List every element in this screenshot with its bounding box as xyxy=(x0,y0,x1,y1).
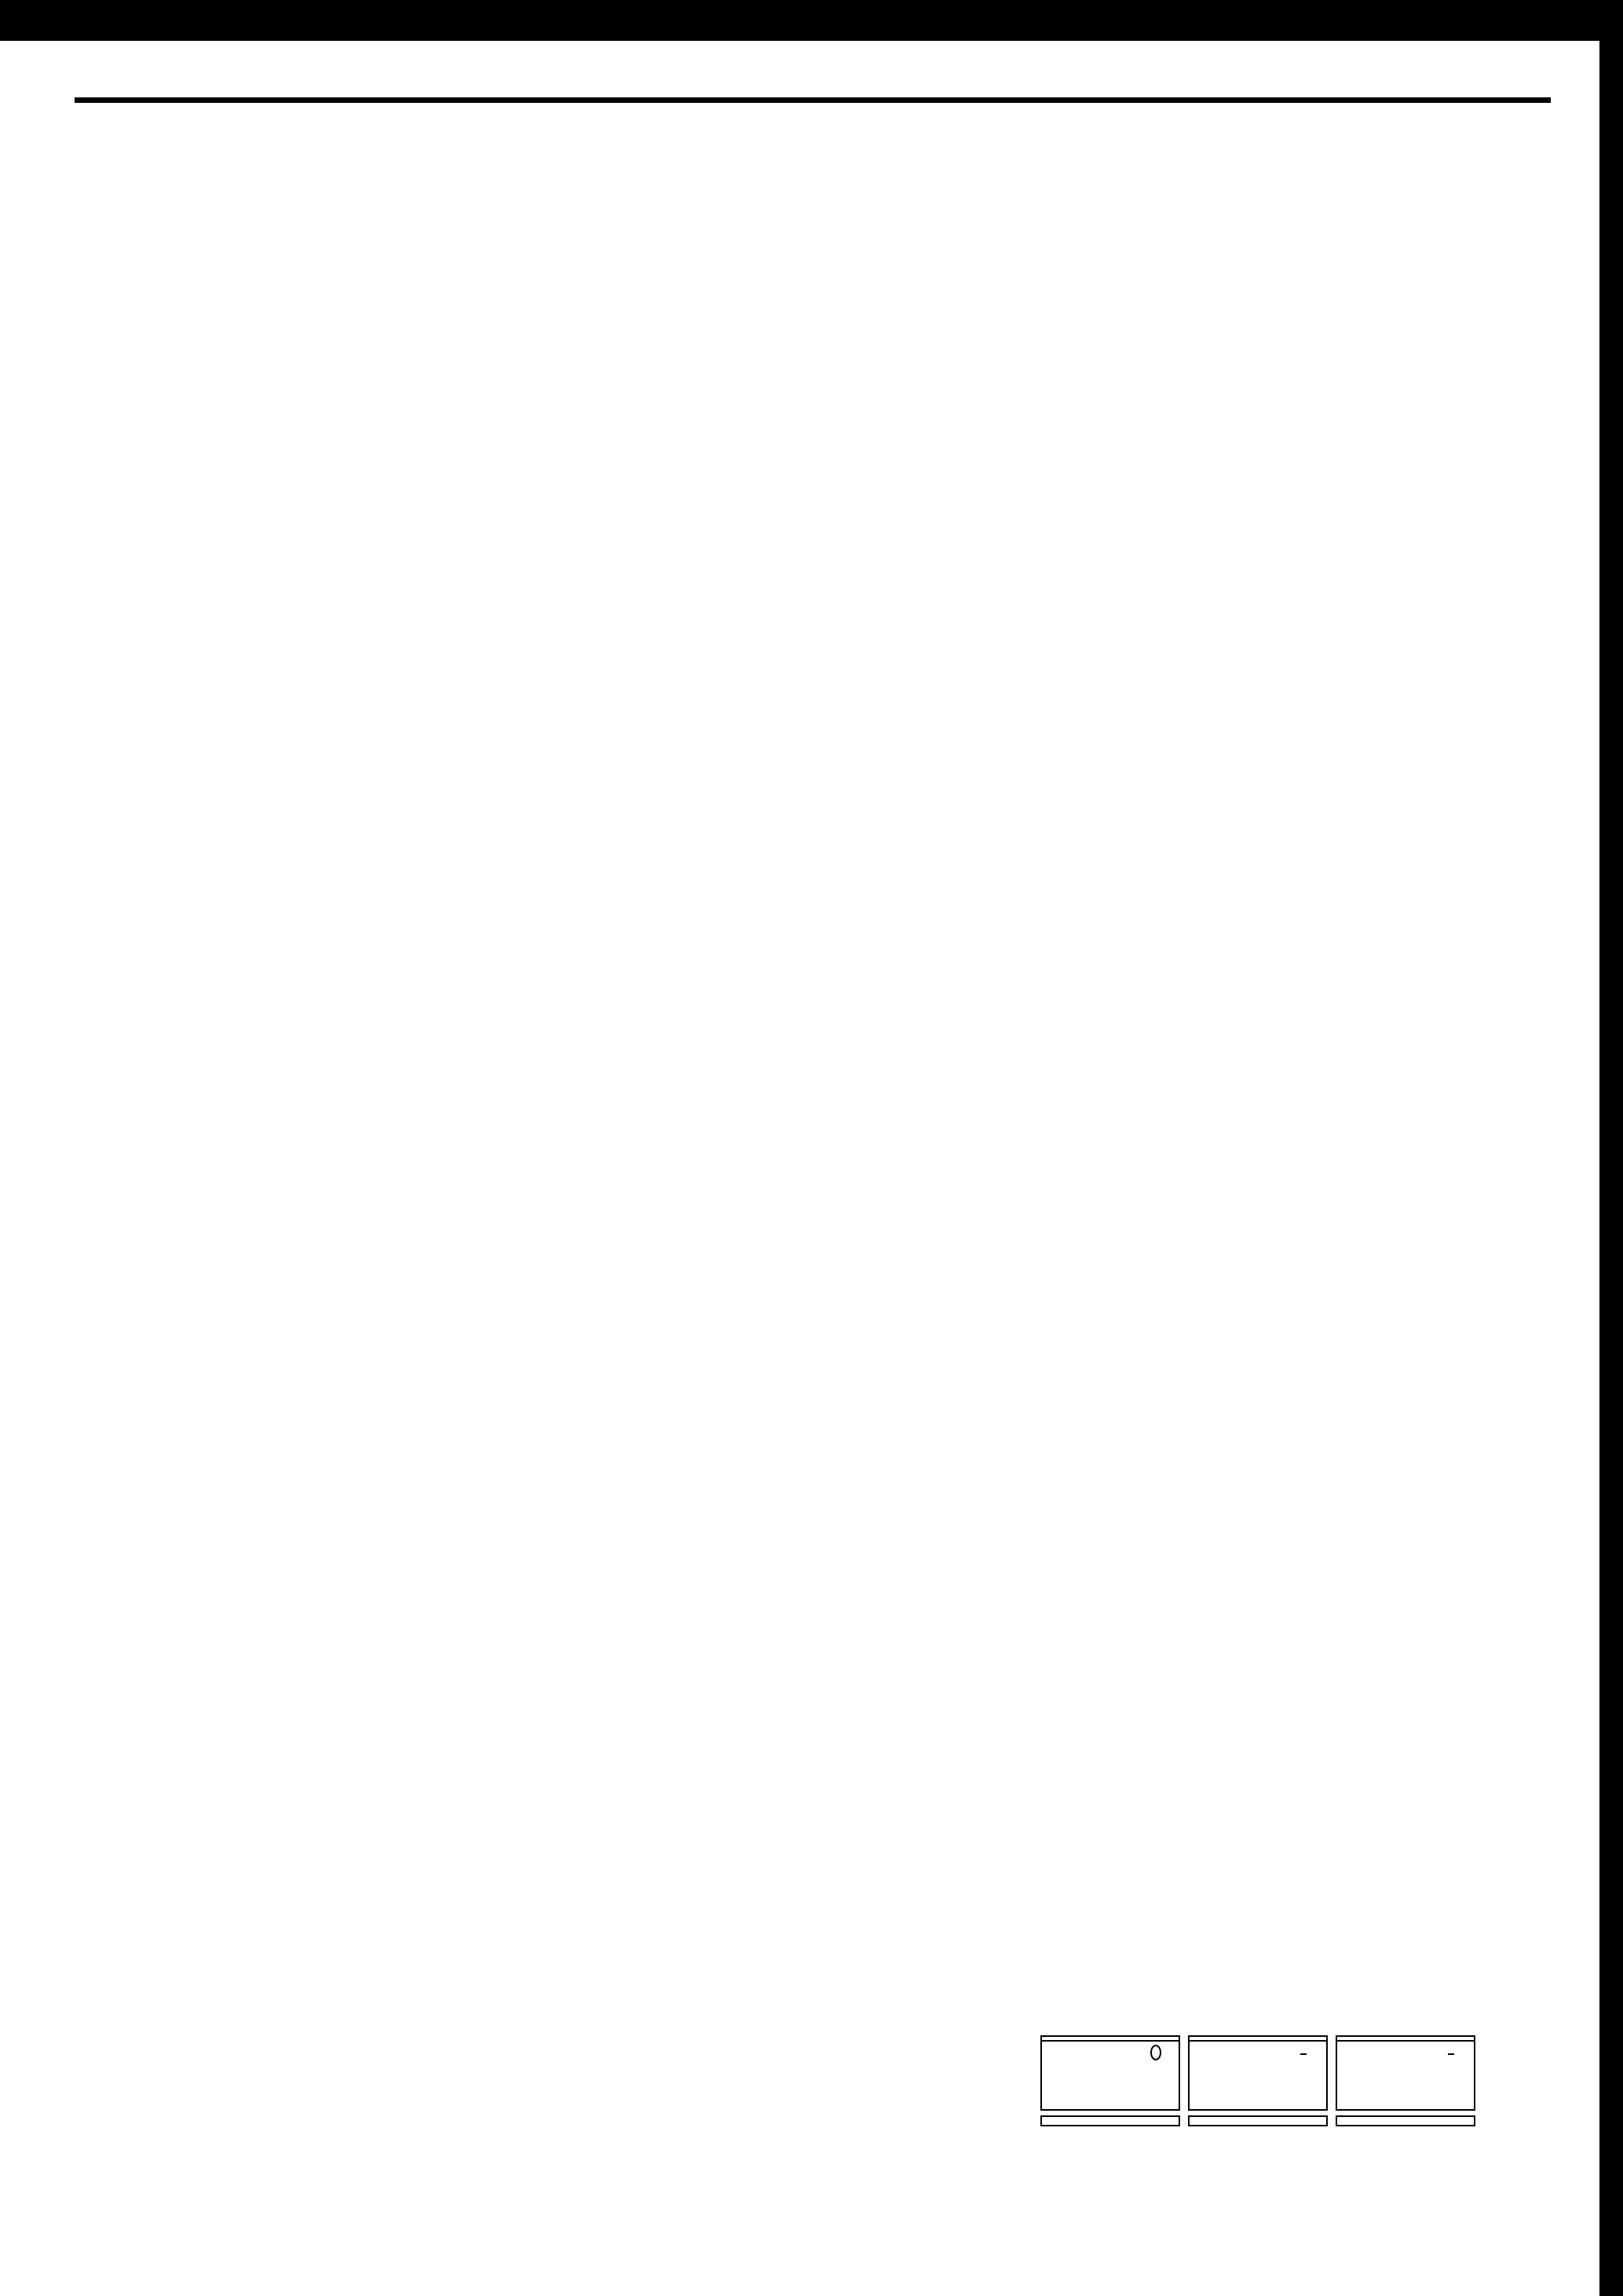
cert-brand xyxy=(1190,2037,1326,2042)
semtech-logo xyxy=(102,2032,236,2166)
chart-input-output-capacitance xyxy=(1087,1327,1596,1806)
chart-saturation-voltage xyxy=(47,1327,556,1806)
cert-logo-box xyxy=(1040,2035,1180,2111)
chart-thermal-resistance xyxy=(1087,298,1596,777)
header-rule xyxy=(75,97,1551,103)
st-logo-icon xyxy=(102,2032,236,2166)
certification-marks xyxy=(1040,2035,1475,2126)
cert-number-box xyxy=(1040,2115,1180,2126)
cert-number-box xyxy=(1188,2115,1328,2126)
chart-gain-bandwidth-product xyxy=(577,1327,1086,1806)
cert-brand xyxy=(1042,2037,1179,2042)
scan-border-top xyxy=(0,0,1623,41)
cert-brand xyxy=(1337,2037,1474,2042)
scan-border-right xyxy=(1599,0,1623,2296)
chart-derating-curves xyxy=(577,298,1086,777)
chart-total-power-dissipation xyxy=(47,298,556,777)
zert-seal xyxy=(1136,2045,1175,2064)
ukas-mark xyxy=(1284,2045,1323,2059)
chart-dc-current-gain xyxy=(1087,824,1596,1303)
chart-safe-operating-areas xyxy=(47,824,556,1303)
cert-logo-box xyxy=(1188,2035,1328,2111)
cert-iso-ts-16949 xyxy=(1040,2035,1180,2126)
cert-logo-box xyxy=(1336,2035,1475,2111)
cert-iso-9001 xyxy=(1336,2035,1475,2126)
cert-number-box xyxy=(1336,2115,1475,2126)
ukas-number xyxy=(1300,2053,1307,2055)
ukas-mark xyxy=(1431,2045,1471,2059)
ukas-number xyxy=(1448,2053,1454,2055)
chart-collector-current-vs-vce xyxy=(577,824,1086,1303)
cert-iso-14001 xyxy=(1188,2035,1328,2126)
